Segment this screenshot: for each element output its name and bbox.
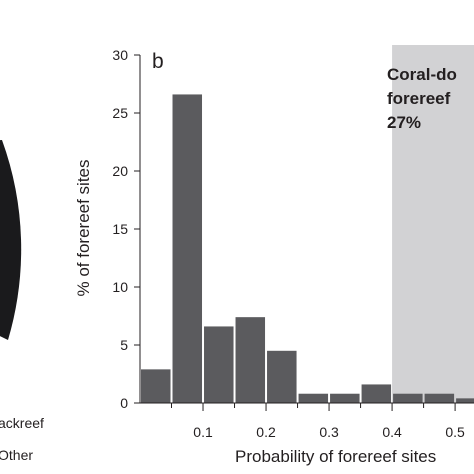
- y-tick-label-3: 15: [112, 221, 128, 237]
- x-tick-label-4: 0.5: [445, 424, 465, 440]
- bar-9: [424, 393, 455, 403]
- panel-label: b: [152, 50, 164, 73]
- bar-2: [204, 326, 234, 403]
- shaded-region: [392, 45, 474, 403]
- legend-other-label: Other: [0, 447, 33, 463]
- y-tick-label-4: 20: [112, 163, 128, 179]
- bars: [141, 94, 474, 403]
- bar-6: [330, 393, 360, 403]
- y-axis-title: % of forereef sites: [74, 159, 93, 296]
- bar-10: [456, 398, 474, 403]
- y-ticks: 0 5 10 15 20 25 30: [112, 47, 140, 411]
- x-tick-label-2: 0.3: [319, 424, 339, 440]
- legend-backreef-label: ackreef: [0, 415, 44, 431]
- region-label-line-1: Coral-do: [387, 65, 457, 84]
- x-tick-label-0: 0.1: [193, 424, 213, 440]
- histogram-panel: 0 5 10 15 20 25 30 0.1 0.2 0.3 0.4 0.5 b Coral-do …: [74, 45, 474, 466]
- x-tick-label-1: 0.2: [256, 424, 276, 440]
- bar-4: [267, 350, 297, 403]
- bar-7: [361, 384, 392, 403]
- region-label-line-3: 27%: [387, 113, 421, 132]
- bar-5: [298, 393, 329, 403]
- y-tick-label-5: 25: [112, 105, 128, 121]
- region-label-line-2: forereef: [387, 89, 451, 108]
- shaded-region-label: Coral-do forereef 27%: [387, 65, 457, 132]
- bar-8: [393, 393, 423, 403]
- bar-3: [235, 317, 266, 403]
- x-ticks: 0.1 0.2 0.3 0.4 0.5: [171, 403, 465, 440]
- bar-0: [141, 369, 171, 403]
- y-tick-label-2: 10: [112, 279, 128, 295]
- pie-slice-backreef: [0, 140, 22, 340]
- x-axis-title: Probability of forereef sites: [235, 447, 436, 466]
- y-tick-label-1: 5: [120, 337, 128, 353]
- left-panel: ackreef Other: [0, 140, 44, 463]
- y-tick-label-0: 0: [120, 395, 128, 411]
- x-tick-label-3: 0.4: [382, 424, 402, 440]
- bar-1: [172, 94, 203, 403]
- y-tick-label-6: 30: [112, 47, 128, 63]
